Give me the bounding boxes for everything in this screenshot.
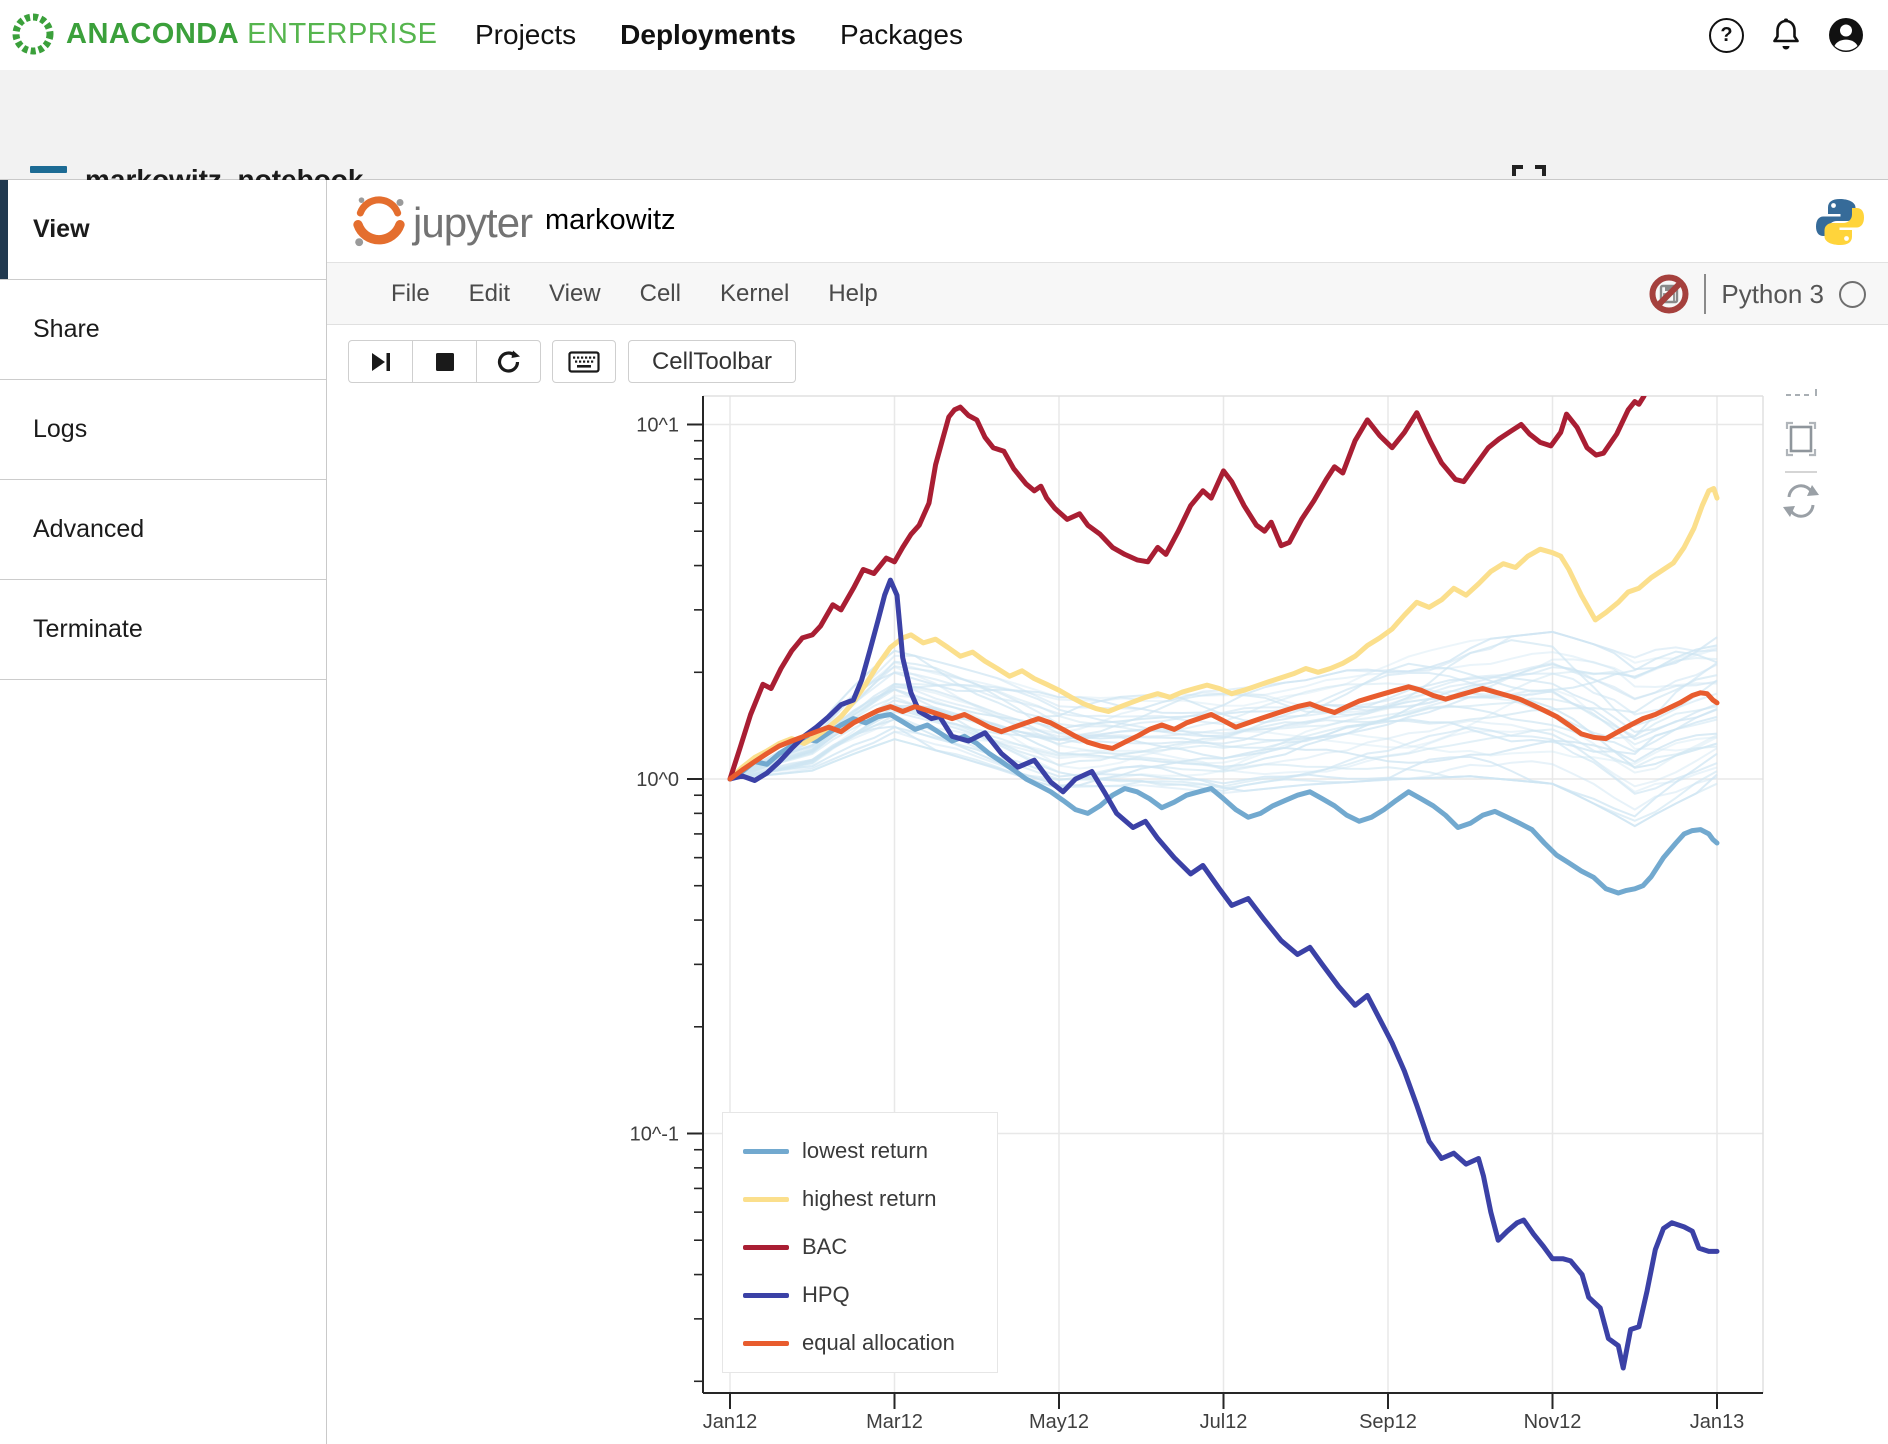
- avatar-icon[interactable]: [1828, 17, 1864, 53]
- ensemble-line: [729, 639, 1718, 780]
- ensemble-line: [729, 730, 1718, 811]
- fullscreen-icon[interactable]: [1512, 165, 1546, 199]
- legend-swatch: [743, 1196, 789, 1202]
- jupyter-logo-icon: [353, 196, 405, 247]
- menu-edit[interactable]: Edit: [468, 280, 511, 307]
- ensemble-line: [729, 665, 1718, 780]
- anaconda-enterprise-logo[interactable]: ANACONDA ENTERPRISE: [10, 11, 438, 57]
- x-tick-label: May12: [1029, 1411, 1089, 1433]
- jupyter-logo[interactable]: jupyter: [351, 192, 533, 248]
- legend-item-lowest-return: lowest return: [723, 1127, 997, 1175]
- legend-item-equal-allocation: equal allocation: [723, 1319, 997, 1367]
- not-trusted-no-save-icon: [1649, 274, 1689, 314]
- legend-item-bac: BAC: [723, 1223, 997, 1271]
- top-navigation-bar: ANACONDA ENTERPRISE Projects Deployments…: [0, 0, 1888, 71]
- anaconda-logo-icon: [12, 13, 54, 55]
- nav-item-deployments[interactable]: Deployments: [620, 19, 796, 50]
- y-tick-label: 10^1: [636, 415, 679, 437]
- x-tick-label: Mar12: [866, 1411, 923, 1433]
- sidebar-item-advanced[interactable]: Advanced: [0, 480, 326, 580]
- menu-view[interactable]: View: [549, 280, 601, 307]
- series-BAC: [727, 396, 1647, 782]
- jupyter-logo-text: jupyter: [413, 199, 533, 246]
- box-zoom-icon[interactable]: [1785, 421, 1817, 457]
- ensemble-line: [729, 662, 1718, 780]
- kernel-name: Python 3: [1721, 278, 1824, 309]
- sidebar-item-terminate[interactable]: Terminate: [0, 580, 326, 680]
- deployment-sidebar: View Share Logs Advanced Terminate: [0, 180, 327, 1444]
- ensemble-line: [729, 647, 1718, 780]
- sidebar-item-view[interactable]: View: [0, 180, 326, 280]
- brand-name: ANACONDA: [66, 17, 240, 50]
- legend-swatch: [743, 1340, 789, 1346]
- stop-button[interactable]: [413, 341, 477, 382]
- x-tick-label: Nov12: [1524, 1411, 1582, 1433]
- refresh-kernel-button[interactable]: [477, 341, 540, 382]
- series-equal-allocation: [727, 684, 1720, 782]
- x-tick-label: Jul12: [1200, 1411, 1248, 1433]
- series-lowest-return: [727, 712, 1720, 896]
- sidebar-item-logs[interactable]: Logs: [0, 380, 326, 480]
- deployment-bar: markowitz_notebook: [0, 70, 1888, 202]
- top-nav-items: Projects Deployments Packages: [475, 0, 963, 70]
- bokeh-plot[interactable]: 10^1 10^0 10^-1 Jan12 Mar12 May12 Jul12 Sep12 No…: [327, 325, 1888, 1444]
- menu-help[interactable]: Help: [828, 280, 878, 307]
- notebook-toolbar: CellToolbar: [327, 325, 1888, 396]
- brand-suffix: ENTERPRISE: [247, 17, 438, 50]
- ensemble-line: [729, 703, 1718, 780]
- menu-kernel[interactable]: Kernel: [719, 280, 790, 307]
- y-tick-label: 10^-1: [630, 1124, 679, 1146]
- kernel-separator: [1704, 274, 1707, 314]
- sidebar-item-share[interactable]: Share: [0, 280, 326, 380]
- nav-item-projects[interactable]: Projects: [475, 19, 577, 50]
- legend-swatch: [743, 1292, 789, 1298]
- kernel-status-icon: [1839, 280, 1866, 308]
- help-icon[interactable]: ?: [1709, 17, 1744, 53]
- x-tick-label: Sep12: [1359, 1411, 1417, 1433]
- y-tick-label: 10^0: [636, 769, 679, 791]
- legend-swatch: [743, 1244, 789, 1250]
- notebook-header: jupyter markowitz: [327, 180, 1888, 263]
- ensemble-line: [729, 699, 1718, 780]
- legend-item-hpq: HPQ: [723, 1271, 997, 1319]
- step-forward-button[interactable]: [349, 341, 413, 382]
- bell-icon[interactable]: [1770, 18, 1802, 52]
- nav-item-packages[interactable]: Packages: [839, 19, 963, 50]
- x-tick-label: Jan12: [703, 1411, 758, 1433]
- x-tick-label: Jan13: [1690, 1411, 1745, 1433]
- python-logo-icon: [1816, 199, 1864, 245]
- menu-file[interactable]: File: [391, 280, 430, 307]
- ensemble-line: [729, 726, 1718, 818]
- notebook-menubar: File Edit View Cell Kernel Help Python 3: [327, 263, 1888, 325]
- legend-swatch: [743, 1148, 789, 1154]
- menu-cell[interactable]: Cell: [639, 280, 681, 307]
- notebook-title: markowitz: [545, 204, 676, 236]
- ensemble-line: [729, 710, 1718, 795]
- reset-icon[interactable]: [1783, 484, 1819, 518]
- chart-legend: lowest return highest return BAC HPQ equ…: [722, 1112, 998, 1373]
- celltoolbar-button[interactable]: CellToolbar: [628, 340, 796, 383]
- keyboard-shortcuts-button[interactable]: [552, 340, 616, 383]
- legend-item-highest-return: highest return: [723, 1175, 997, 1223]
- ensemble-line: [729, 649, 1718, 780]
- ensemble-line: [729, 729, 1718, 794]
- series-HPQ: [727, 577, 1720, 1371]
